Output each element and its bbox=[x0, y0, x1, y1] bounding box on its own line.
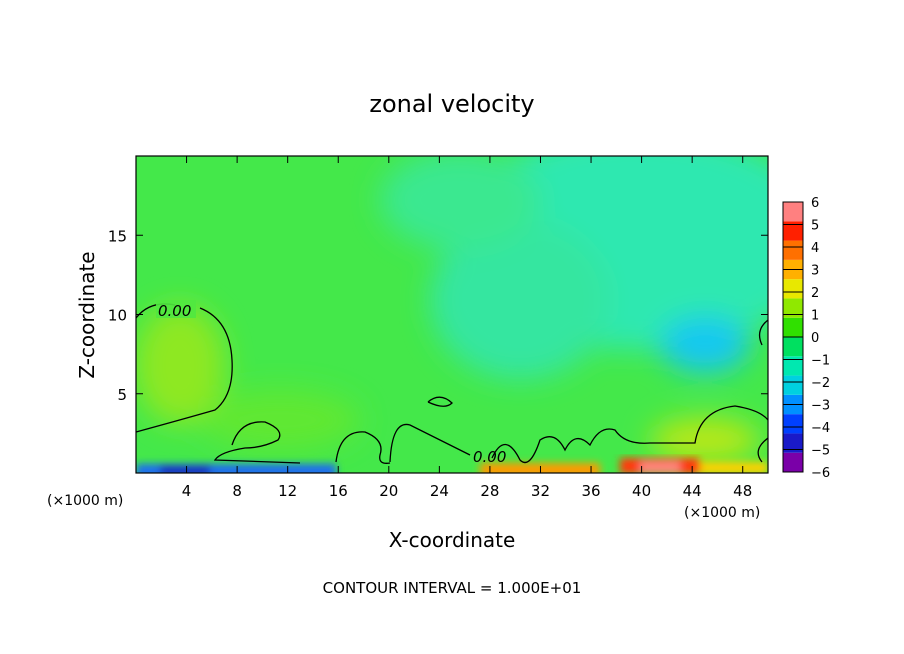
colorbar-swatch bbox=[783, 279, 803, 299]
x-tick-label: 28 bbox=[480, 482, 499, 500]
plot-area: 0.00 0.00 bbox=[136, 156, 768, 473]
x-axis-label: X-coordinate bbox=[389, 528, 516, 552]
chart-title: zonal velocity bbox=[369, 90, 534, 118]
colorbar-label: 5 bbox=[811, 219, 819, 234]
x-tick-label: 24 bbox=[430, 482, 449, 500]
x-tick-label: 12 bbox=[278, 482, 297, 500]
y-axis-ticks: 5 10 15 bbox=[108, 227, 768, 404]
field-region bbox=[380, 156, 540, 250]
x-axis-ticks: 4 8 12 16 20 24 28 32 36 40 44 48 bbox=[182, 156, 752, 500]
colorbar-swatch bbox=[783, 298, 803, 318]
field-region bbox=[660, 317, 750, 373]
colorbar: 6 5 4 3 2 1 0 −1 −2 −3 −4 −5 −6 bbox=[782, 196, 830, 481]
y-tick-label: 10 bbox=[108, 307, 127, 325]
y-tick-label: 5 bbox=[117, 386, 127, 404]
x-tick-label: 40 bbox=[632, 482, 651, 500]
colorbar-swatch bbox=[783, 240, 803, 260]
colorbar-swatch bbox=[783, 221, 803, 241]
colorbar-swatch bbox=[783, 317, 803, 337]
contour-line bbox=[213, 421, 301, 464]
surface-band bbox=[700, 462, 768, 473]
colorbar-swatch bbox=[783, 375, 803, 395]
contour-line bbox=[389, 405, 768, 464]
contour-lines bbox=[136, 303, 768, 464]
contour-label: 0.00 bbox=[473, 448, 506, 466]
contour-line bbox=[757, 437, 768, 463]
surface-band bbox=[136, 464, 336, 473]
x-axis-unit-right: (×1000 m) bbox=[684, 505, 760, 521]
contour-line bbox=[758, 319, 768, 346]
x-axis-unit-left: (×1000 m) bbox=[47, 493, 123, 509]
colorbar-label: 4 bbox=[811, 241, 819, 256]
contour-label: 0.00 bbox=[158, 302, 191, 320]
y-tick-label: 15 bbox=[108, 227, 127, 245]
colorbar-swatch bbox=[783, 433, 803, 453]
colorbar-label: 1 bbox=[811, 309, 819, 324]
colorbar-label: −5 bbox=[811, 444, 830, 459]
field-region bbox=[200, 390, 360, 450]
field-shading bbox=[136, 156, 768, 462]
contour-line bbox=[427, 396, 453, 407]
colorbar-label: −3 bbox=[811, 399, 830, 414]
colorbar-label: 0 bbox=[811, 331, 819, 346]
x-tick-label: 48 bbox=[733, 482, 752, 500]
colorbar-label: −1 bbox=[811, 354, 830, 369]
x-tick-label: 32 bbox=[531, 482, 550, 500]
colorbar-swatch bbox=[783, 202, 803, 222]
field-region bbox=[136, 305, 225, 425]
x-tick-label: 36 bbox=[581, 482, 600, 500]
colorbar-swatch bbox=[783, 414, 803, 434]
colorbar-swatch bbox=[783, 356, 803, 376]
colorbar-label: 3 bbox=[811, 264, 819, 279]
x-tick-label: 44 bbox=[683, 482, 702, 500]
contour-interval-footer: CONTOUR INTERVAL = 1.000E+01 bbox=[323, 579, 582, 597]
surface-band bbox=[640, 462, 680, 472]
contour-label-bg bbox=[156, 300, 196, 318]
x-tick-label: 16 bbox=[329, 482, 348, 500]
colorbar-label: 2 bbox=[811, 286, 819, 301]
field-region bbox=[430, 220, 610, 380]
colorbar-swatch bbox=[783, 337, 803, 357]
colorbar-label: −2 bbox=[811, 376, 830, 391]
x-tick-label: 4 bbox=[182, 482, 192, 500]
colorbar-label: −4 bbox=[811, 421, 830, 436]
y-axis-label: Z-coordinate bbox=[75, 251, 99, 378]
colorbar-swatch bbox=[783, 452, 803, 472]
colorbar-label: −6 bbox=[811, 466, 830, 481]
field-region bbox=[650, 418, 760, 462]
colorbar-label: 6 bbox=[811, 196, 819, 211]
x-tick-label: 20 bbox=[379, 482, 398, 500]
surface-band bbox=[160, 466, 210, 473]
contour-line bbox=[335, 431, 391, 464]
x-tick-label: 8 bbox=[232, 482, 242, 500]
